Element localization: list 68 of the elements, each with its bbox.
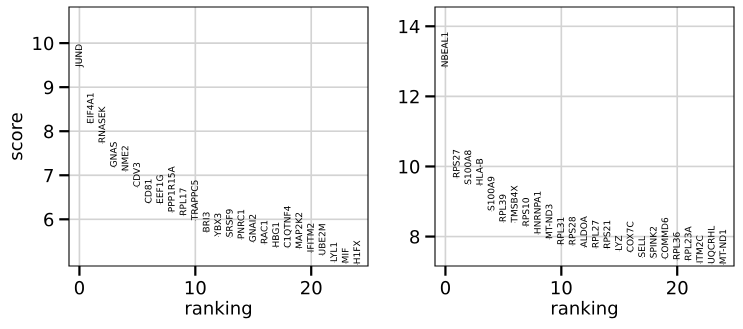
data-label: JUND (75, 44, 84, 68)
y-tick-label: 14 (399, 20, 420, 34)
data-label: PNRC1 (237, 210, 244, 238)
data-label: SELL (638, 236, 646, 257)
data-label: C1QTNF4 (284, 206, 292, 248)
data-label: ITM2C (696, 236, 704, 262)
data-label: RPL39 (499, 194, 506, 222)
data-label: SPINK2 (650, 226, 657, 258)
data-label: COX7C (626, 222, 634, 252)
data-label: UBE2M (318, 224, 326, 255)
y-tick-label: 10 (33, 36, 54, 50)
x-axis-title: ranking (186, 300, 252, 318)
x-tick-label: 0 (440, 280, 450, 295)
data-label: RPL36 (673, 232, 680, 260)
data-label: LYL1 (330, 242, 337, 262)
data-label: CD81 (144, 180, 152, 203)
data-label: TMSB4X (510, 186, 518, 223)
data-label: GNAI2 (249, 214, 256, 242)
data-label: HBG1 (272, 222, 280, 247)
y-tick-label: 8 (44, 124, 54, 138)
data-label: H1FX (353, 240, 360, 264)
data-label: RPL17 (180, 188, 186, 215)
x-tick-label: 10 (186, 280, 206, 295)
x-tick-label: 20 (301, 280, 322, 295)
data-label: EIF4A1 (86, 93, 94, 123)
y-tick-label: 8 (410, 230, 420, 244)
y-axis-title: score (12, 113, 22, 160)
data-label: SRSF9 (226, 209, 233, 237)
data-label: MIF (342, 248, 348, 262)
data-label: RNASEK (98, 106, 106, 142)
data-label: RPL27 (592, 220, 599, 248)
data-label: BRI3 (202, 212, 210, 232)
data-label: S100A9 (488, 176, 494, 210)
data-label: RPS10 (522, 198, 530, 226)
x-tick-label: 20 (667, 280, 688, 295)
data-label: ALDOA (580, 216, 588, 248)
y-tick-label: 12 (399, 90, 419, 104)
data-label: HLA-B (476, 158, 483, 185)
data-label: EEF1G (156, 175, 164, 204)
y-tick-label: 7 (44, 168, 53, 182)
data-label: UQCRHL (708, 226, 716, 264)
data-label: NME2 (122, 146, 128, 170)
data-label: NBEAL1 (441, 32, 448, 66)
y-tick-label: 6 (44, 212, 54, 226)
data-label: PPP1R15A (168, 166, 175, 212)
data-label: LYZ (615, 236, 622, 250)
data-label: MAP2K2 (295, 212, 302, 248)
data-label: MT-ND3 (546, 204, 552, 238)
data-label: RPS28 (568, 217, 576, 244)
data-label: HNRNPA1 (534, 192, 541, 234)
data-label: RPL31 (557, 218, 564, 244)
data-label: S100A8 (464, 150, 472, 184)
y-tick-label: 9 (44, 80, 54, 94)
data-label: GNAS (110, 142, 117, 167)
data-label: RAC1 (260, 220, 268, 244)
x-tick-label: 10 (552, 280, 572, 295)
data-label: MT-ND1 (719, 230, 726, 264)
data-label: RPL23A (684, 226, 692, 260)
data-label: IFITM2 (307, 224, 314, 252)
x-tick-label: 0 (74, 280, 84, 295)
data-label: RPS21 (603, 220, 610, 248)
data-label: YBX3 (214, 214, 222, 237)
data-label: RPS27 (452, 150, 460, 178)
data-label: CDV3 (133, 162, 140, 187)
x-axis-title: ranking (552, 300, 618, 318)
data-label: COMMD6 (661, 218, 668, 258)
data-label: TRAPPC5 (191, 180, 198, 220)
y-tick-label: 10 (399, 160, 420, 174)
